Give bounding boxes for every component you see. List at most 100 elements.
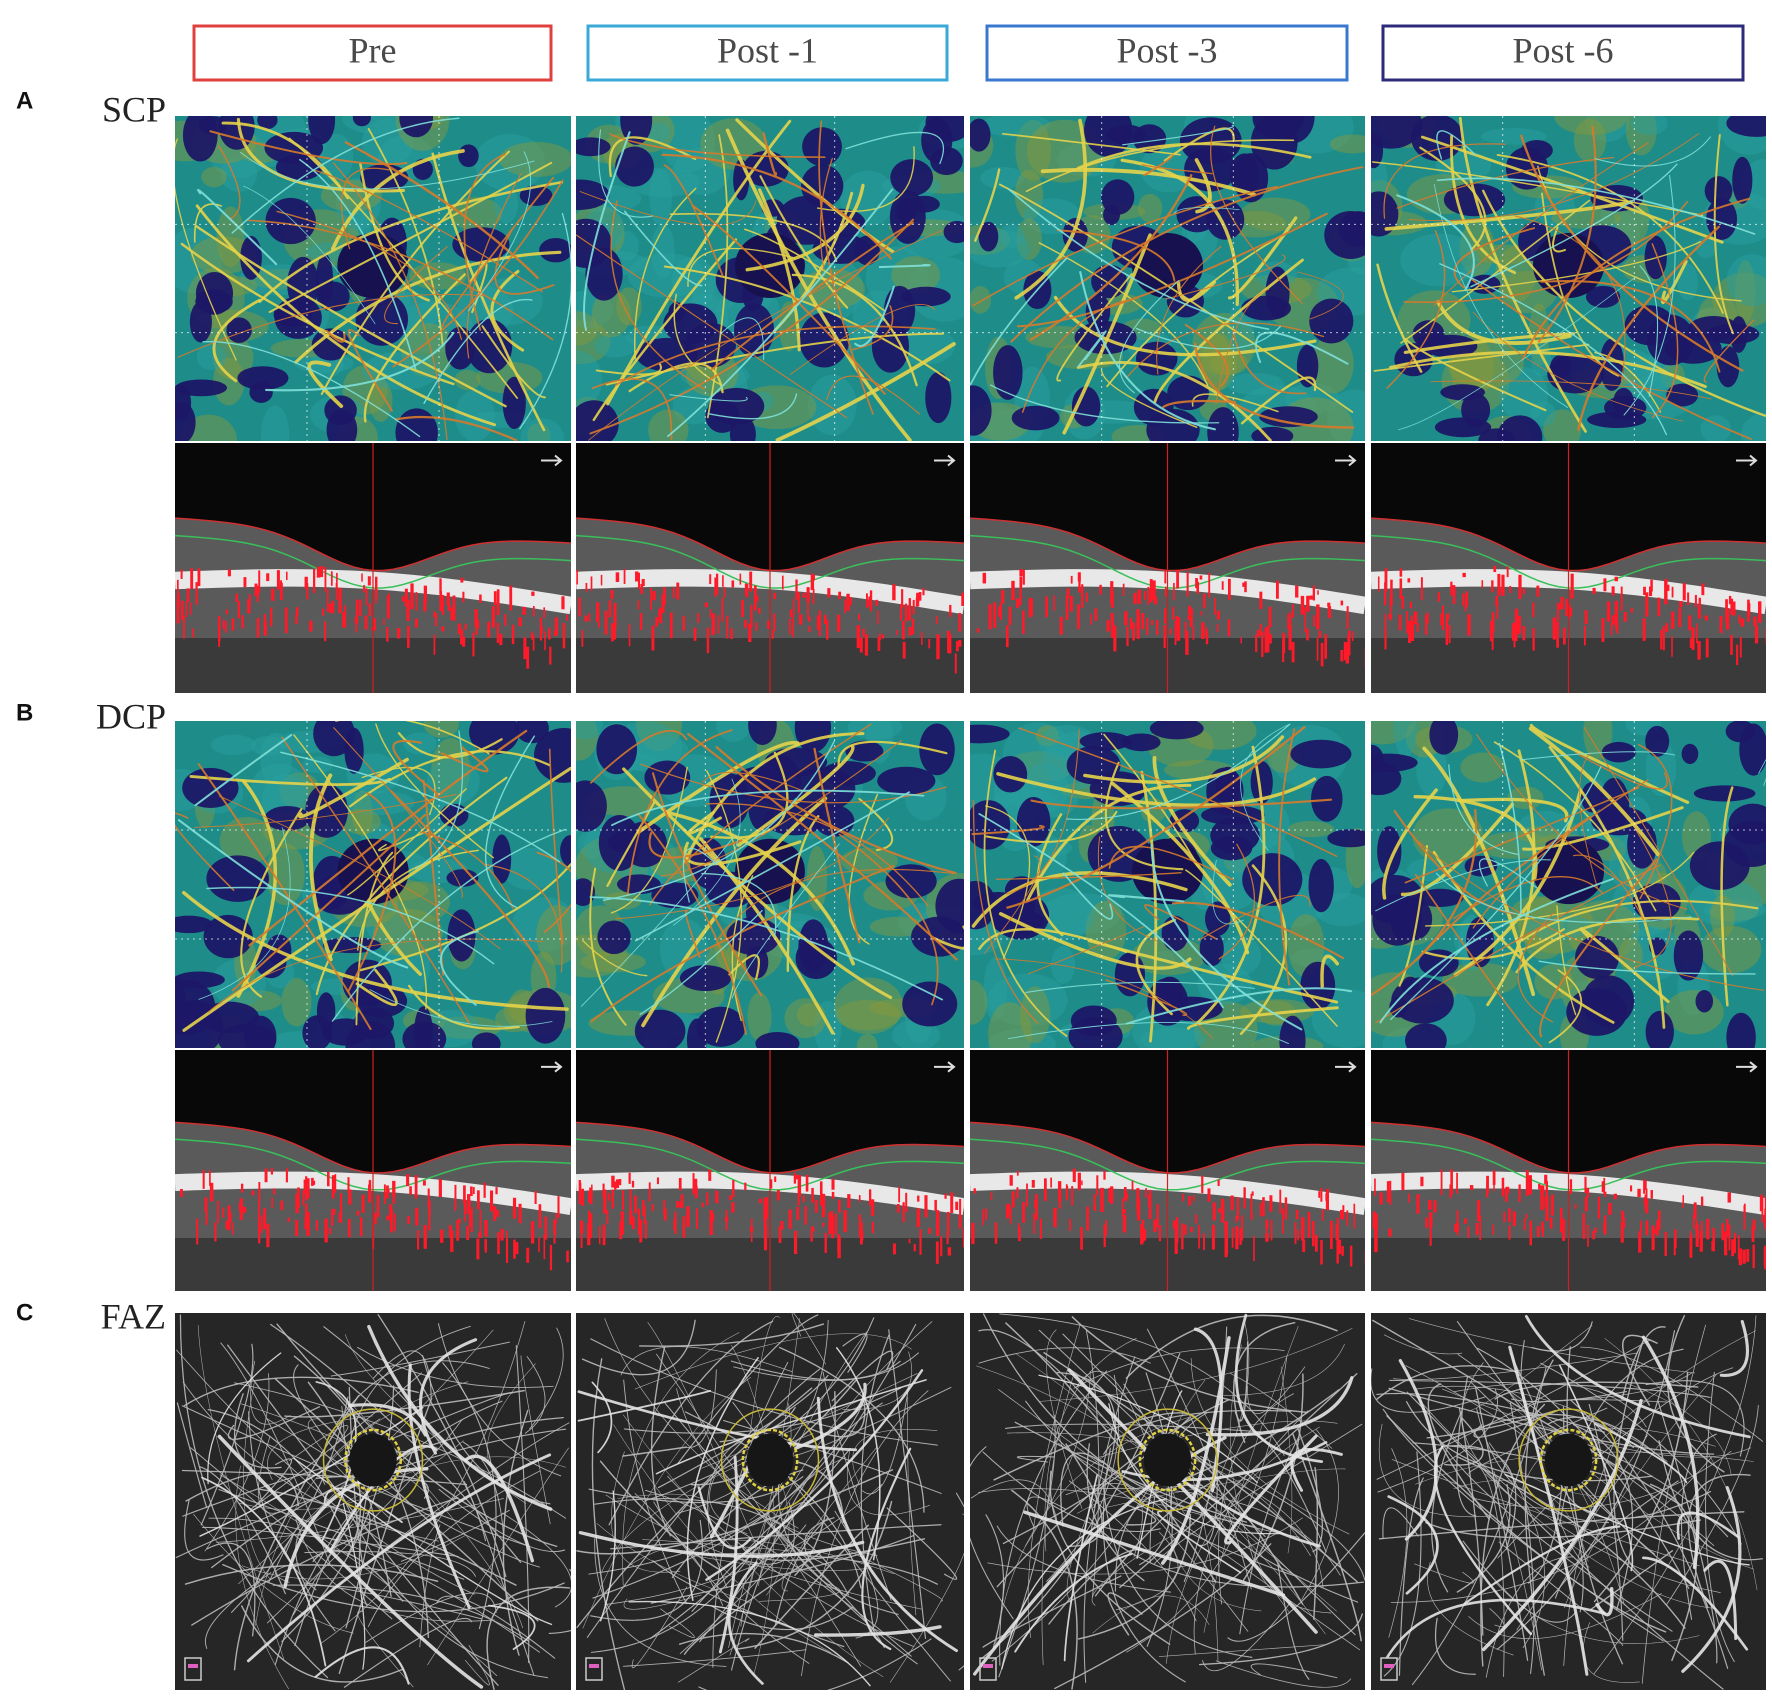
- flow-signal: [1586, 1187, 1590, 1198]
- faz: [1131, 838, 1204, 905]
- direction-arrow: [1736, 454, 1758, 467]
- flow-signal: [266, 573, 270, 582]
- flow-signal: [686, 1206, 690, 1227]
- flow-signal: [901, 589, 904, 608]
- vessel: [985, 810, 1118, 843]
- flow-signal: [1721, 1223, 1725, 1241]
- flow-signal: [1146, 618, 1149, 636]
- flow-signal: [1464, 593, 1468, 609]
- flow-signal: [454, 1184, 457, 1211]
- flow-signal: [814, 1199, 818, 1213]
- flow-signal: [1592, 1230, 1596, 1240]
- vessel: [749, 1316, 780, 1433]
- vessel: [1642, 1556, 1749, 1651]
- dropout-area: [1391, 977, 1454, 1024]
- vessel: [1076, 1370, 1145, 1436]
- flow-signal: [1664, 1231, 1667, 1257]
- flow-signal: [1259, 591, 1263, 609]
- vessel: [441, 176, 555, 328]
- flow-signal: [1508, 1225, 1511, 1240]
- vessel: [1297, 271, 1344, 320]
- flow-signal: [1761, 1197, 1764, 1223]
- dropout-area: [925, 371, 952, 424]
- flow-signal: [1724, 1231, 1728, 1256]
- flow-signal: [1727, 1192, 1731, 1203]
- flow-signal: [831, 1216, 834, 1239]
- texture: [1287, 914, 1325, 978]
- vessel: [1038, 242, 1209, 386]
- vessel: [1472, 311, 1684, 422]
- dropout-area: [679, 965, 732, 992]
- vessel: [1519, 751, 1676, 761]
- flow-signal: [440, 1229, 444, 1243]
- vessel: [736, 744, 855, 847]
- flow-signal: [1408, 1193, 1410, 1203]
- flow-signal: [1501, 574, 1505, 597]
- flow-signal: [875, 599, 879, 606]
- flow-signal: [711, 613, 715, 635]
- texture: [649, 168, 672, 226]
- flow-signal: [1506, 566, 1509, 578]
- vessel: [494, 228, 555, 295]
- vessel: [745, 183, 865, 272]
- vessel: [1391, 1459, 1700, 1567]
- vessel: [1122, 124, 1235, 146]
- flow-signal: [661, 594, 665, 613]
- flow-signal: [1739, 636, 1742, 658]
- vessel: [1681, 1486, 1742, 1673]
- flow-signal: [793, 1230, 798, 1255]
- vessel: [1240, 376, 1317, 425]
- flow-signal: [1558, 603, 1562, 610]
- vessel: [1594, 1423, 1688, 1484]
- vessel: [335, 721, 490, 755]
- texture: [983, 957, 1008, 1022]
- vessel: [974, 168, 1001, 242]
- dropout-area: [1704, 176, 1733, 206]
- vessel: [177, 819, 409, 969]
- vessel: [288, 137, 519, 399]
- flow-signal: [1122, 1214, 1127, 1233]
- texture: [980, 166, 1026, 189]
- flow-signal: [375, 576, 378, 599]
- vessel: [216, 1498, 504, 1543]
- vessel: [1720, 786, 1734, 1007]
- dropout-area: [755, 1031, 800, 1048]
- dropout-area: [175, 979, 216, 1036]
- vessel: [971, 871, 1188, 928]
- dropout-area: [1079, 732, 1132, 751]
- vessel: [651, 772, 763, 997]
- flow-signal: [1372, 1211, 1376, 1229]
- flow-signal: [526, 1247, 530, 1263]
- flow-signal: [908, 598, 911, 621]
- flow-signal: [1313, 615, 1316, 627]
- vessel: [663, 265, 951, 382]
- flow-signal: [1620, 1221, 1624, 1243]
- vessel: [1187, 1450, 1304, 1605]
- vessel: [1239, 864, 1288, 1035]
- flow-signal: [1584, 1197, 1588, 1212]
- vessel: [365, 1592, 497, 1643]
- flow-signal: [523, 637, 527, 660]
- flow-signal: [628, 1172, 631, 1184]
- flow-signal: [827, 588, 831, 598]
- flow-signal: [1163, 608, 1166, 624]
- texture: [1015, 119, 1052, 181]
- flow-signal: [1081, 1180, 1083, 1186]
- flow-signal: [739, 573, 742, 585]
- vessel: [794, 1382, 867, 1450]
- vessel: [774, 1517, 829, 1626]
- dropout-area: [576, 780, 607, 832]
- vessel: [861, 1447, 912, 1651]
- flow-signal: [1239, 1228, 1242, 1245]
- flow-signal: [361, 573, 363, 582]
- flow-signal: [696, 1208, 699, 1229]
- flow-signal: [1268, 606, 1272, 628]
- flow-signal: [1103, 1224, 1106, 1248]
- vessel: [369, 1392, 513, 1449]
- flow-signal: [1740, 618, 1745, 627]
- vessel: [594, 1498, 850, 1596]
- flow-signal: [1205, 631, 1209, 645]
- texture: [892, 1019, 940, 1048]
- vessel: [673, 778, 741, 926]
- flow-signal: [771, 630, 774, 639]
